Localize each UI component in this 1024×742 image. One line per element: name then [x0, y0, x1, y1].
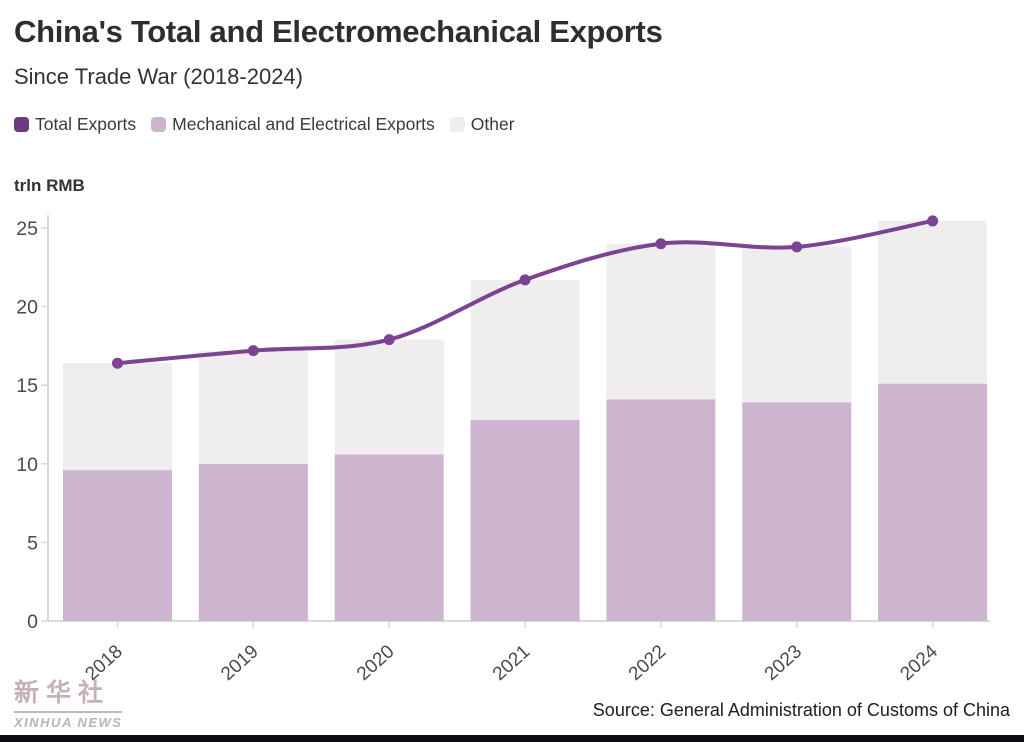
bar-me-2019	[198, 463, 308, 621]
bar-me-2018	[63, 470, 172, 621]
bar-me-2023	[742, 402, 852, 621]
legend-label: Mechanical and Electrical Exports	[172, 114, 435, 134]
bar-me-2022	[606, 399, 716, 621]
bar-other-2021	[470, 279, 580, 420]
page-subtitle: Since Trade War (2018-2024)	[14, 64, 303, 89]
x-axis-label-2021: 2021	[489, 641, 534, 685]
x-axis-label-text: 2022	[625, 641, 670, 685]
legend: Total Exports Mechanical and Electrical E…	[14, 114, 515, 135]
legend-swatch	[449, 117, 465, 132]
page-title: China's Total and Electromechanical Expo…	[14, 14, 663, 49]
bottom-bar	[0, 735, 1024, 742]
x-axis-label-2023: 2023	[761, 641, 806, 685]
total-point-2018	[112, 357, 123, 369]
bar-me-2024	[878, 383, 988, 621]
total-point-2020	[383, 334, 395, 346]
y-tick-label: 20	[16, 297, 38, 319]
x-axis-label-text: 2023	[761, 641, 806, 685]
x-axis-label-text: 2019	[217, 641, 262, 685]
total-point-2022	[655, 238, 667, 250]
y-tick-label: 25	[16, 218, 38, 240]
y-tick-label: 15	[16, 375, 38, 397]
bar-other-2023	[742, 246, 852, 403]
bar-other-2018	[63, 363, 172, 471]
legend-item-other: Other	[449, 114, 515, 135]
logo-chinese-text: 新华社	[14, 679, 123, 713]
legend-item-mechanical-and-electrical-exports: Mechanical and Electrical Exports	[151, 114, 435, 135]
x-axis-label-2019: 2019	[217, 641, 262, 685]
x-axis-label-text: 2024	[896, 641, 942, 685]
x-axis-label-2022: 2022	[625, 641, 670, 685]
legend-swatch	[14, 117, 29, 132]
logo-english-text: XINHUA NEWS	[14, 714, 123, 730]
x-axis-label-2024: 2024	[896, 641, 942, 685]
legend-swatch	[151, 117, 167, 132]
legend-item-total-exports: Total Exports	[14, 114, 136, 135]
x-axis-label-text: 2020	[353, 641, 398, 685]
bar-other-2019	[198, 350, 308, 464]
y-tick-label: 0	[27, 611, 38, 633]
y-tick-label: 10	[16, 454, 38, 476]
legend-label: Total Exports	[35, 114, 137, 134]
total-point-2024	[927, 215, 939, 227]
x-axis-label-text: 2021	[489, 641, 534, 685]
xinhua-logo: 新华社 XINHUA NEWS	[14, 679, 123, 730]
bar-other-2020	[334, 339, 444, 455]
x-axis-label-2020: 2020	[353, 641, 398, 685]
bar-other-2024	[878, 220, 988, 384]
y-tick-label: 5	[27, 532, 38, 554]
total-point-2023	[791, 241, 803, 253]
bar-other-2022	[606, 243, 716, 400]
bar-me-2020	[334, 454, 444, 621]
bar-me-2021	[470, 419, 580, 621]
legend-label: Other	[470, 114, 515, 134]
source-note: Source: General Administration of Custom…	[592, 700, 1010, 720]
total-point-2021	[519, 274, 531, 286]
total-point-2019	[247, 345, 259, 357]
axis-unit-label: trln RMB	[14, 176, 85, 195]
